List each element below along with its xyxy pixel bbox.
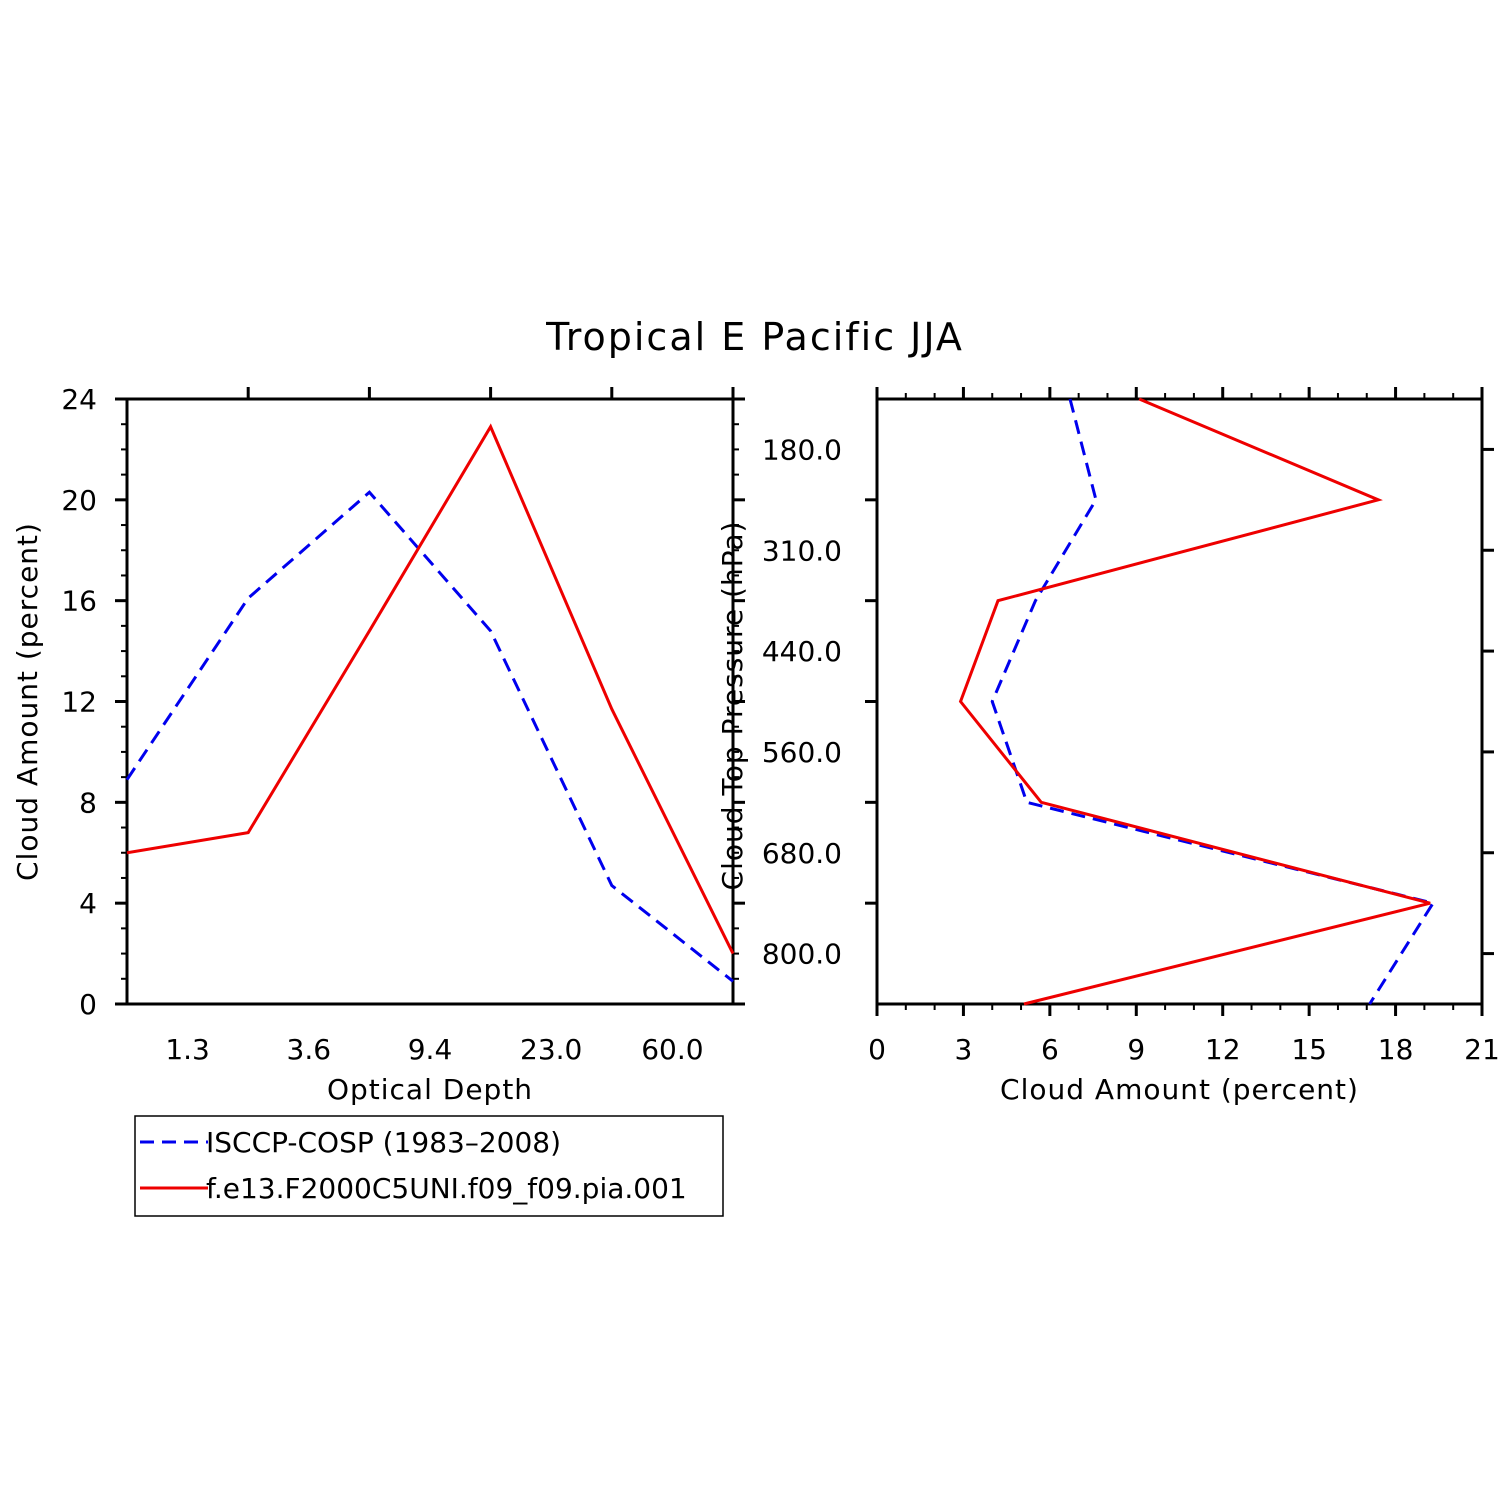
y-tick-label: 680.0	[762, 837, 842, 870]
x-tick-label: 0	[868, 1033, 886, 1066]
y-tick-label: 16	[61, 585, 97, 618]
y-tick-label: 8	[79, 786, 97, 819]
x-tick-label: 3.6	[287, 1033, 332, 1066]
y-tick-label: 440.0	[762, 635, 842, 668]
series-line-model	[126, 423, 735, 955]
legend-label-model: f.e13.F2000C5UNI.f09_f09.pia.001	[206, 1172, 687, 1205]
x-tick-label: 9	[1127, 1033, 1145, 1066]
x-tick-label: 9.4	[408, 1033, 453, 1066]
x-tick-label: 18	[1378, 1033, 1414, 1066]
y-axis-label: Cloud Top Pressure (hPa)	[716, 521, 749, 891]
chart-title: Tropical E Pacific JJA	[545, 315, 964, 359]
plot-frame	[125, 397, 735, 1006]
x-tick-label: 15	[1291, 1033, 1327, 1066]
pressure-profile-panel: 0 3 6 9 12 15 18 21 180.0 310.0 440.0 560.0 680.0 800…	[716, 387, 1500, 1106]
y-tick-label: 20	[61, 484, 97, 517]
y-tick-label: 800.0	[762, 938, 842, 971]
legend: ISCCP-COSP (1983–2008) f.e13.F2000C5UNI.…	[134, 1115, 724, 1217]
x-tick-label: 23.0	[520, 1033, 582, 1066]
x-tick-label: 6	[1041, 1033, 1059, 1066]
x-tick-label: 12	[1205, 1033, 1241, 1066]
y-tick-label: 4	[79, 887, 97, 920]
x-tick-label: 21	[1464, 1033, 1500, 1066]
series-line-obs	[990, 398, 1436, 1005]
optical-depth-panel: 0 4 8 12 16 20 24 1.3 3.6 9.4 23.0 60.0 Optical Dept…	[11, 383, 745, 1106]
y-tick-label: 12	[61, 686, 97, 719]
y-tick-label: 310.0	[762, 534, 842, 567]
series-line-model	[958, 397, 1431, 1006]
y-tick-label: 0	[79, 988, 97, 1021]
x-axis-label: Cloud Amount (percent)	[1000, 1073, 1359, 1106]
y-tick-label: 180.0	[762, 433, 842, 466]
series-line-obs	[125, 490, 734, 983]
x-tick-label: 1.3	[165, 1033, 210, 1066]
x-axis-label: Optical Depth	[327, 1073, 533, 1106]
legend-label-obs: ISCCP-COSP (1983–2008)	[206, 1126, 561, 1159]
y-axis-label: Cloud Amount (percent)	[11, 522, 44, 881]
x-tick-label: 60.0	[641, 1033, 703, 1066]
y-tick-label: 24	[61, 383, 97, 416]
x-tick-label: 3	[955, 1033, 973, 1066]
y-tick-label: 560.0	[762, 736, 842, 769]
legend-box	[134, 1115, 724, 1217]
